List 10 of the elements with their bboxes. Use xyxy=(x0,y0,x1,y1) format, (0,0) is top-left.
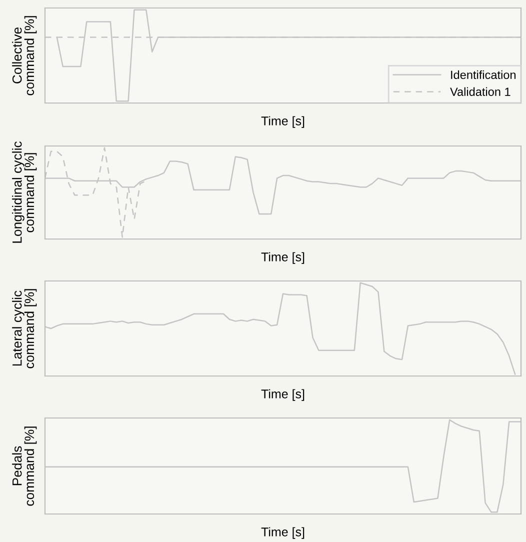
x-axis-title: Time [s] xyxy=(261,527,304,539)
x-axis-title: Time [s] xyxy=(261,252,304,264)
x-axis-title: Time [s] xyxy=(261,116,304,128)
legend-label: Identification xyxy=(451,70,516,80)
y-axis-title: Collective command [%] xyxy=(12,16,37,96)
x-axis-title: Time [s] xyxy=(261,389,304,401)
y-axis-title: Longitidinal cyclic command [%] xyxy=(12,142,37,243)
y-axis-title: Pedals command [%] xyxy=(12,426,37,506)
legend-label: Validation 1 xyxy=(450,87,510,96)
y-axis-title: Lateral cyclic command [%] xyxy=(12,289,37,368)
